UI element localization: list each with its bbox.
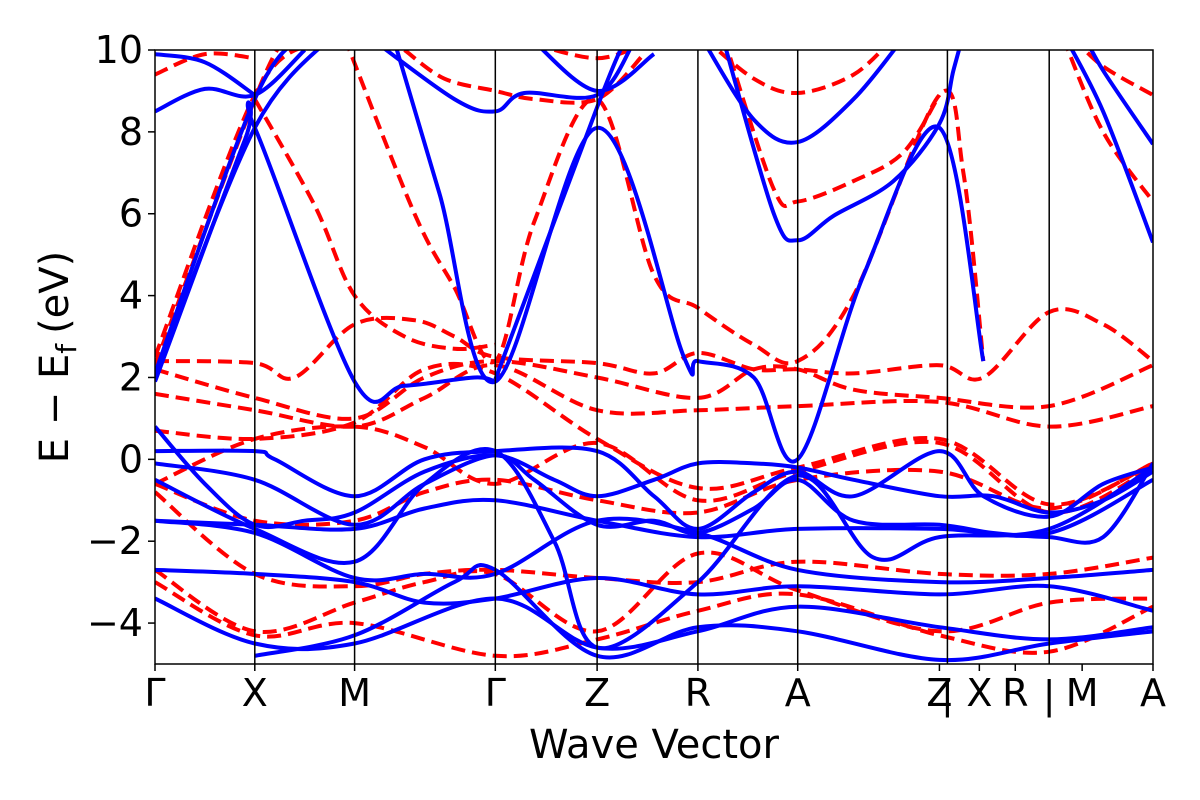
dashed-band-8 (725, 50, 942, 208)
dashed-band-3 (253, 98, 496, 352)
solid-band-20 (254, 563, 1153, 663)
dashed-band-10 (1065, 50, 1153, 203)
dashed-band-5 (403, 50, 646, 105)
kpoint-label: A (1140, 671, 1166, 715)
kpoint-label: Γ (485, 671, 506, 715)
y-axis-label-unit: (eV) (32, 251, 78, 334)
y-axis-label-subscript: f (50, 343, 83, 354)
solid-band-2 (155, 100, 496, 404)
dashed-band-13 (155, 363, 1153, 429)
kpoint-label: X (242, 671, 268, 715)
y-axis-label: E − Ef (eV) (32, 251, 83, 464)
kpoint-label: R (1002, 671, 1028, 715)
y-tick-label: 8 (119, 110, 143, 154)
solid-band-17 (155, 516, 1153, 585)
plot-frame (154, 49, 1154, 665)
x-axis-label: Wave Vector (529, 722, 780, 768)
y-tick-label: 2 (119, 355, 143, 399)
y-tick-label: 0 (119, 437, 143, 481)
solid-band-7 (493, 50, 623, 381)
dashed-band-9 (1082, 50, 1153, 97)
kpath-break-label: | (941, 673, 954, 718)
dashed-band-11 (155, 307, 1153, 382)
dashed-band-4 (347, 50, 986, 366)
dashed-band-19 (155, 424, 1153, 515)
kpoint-label: Z (584, 671, 610, 715)
dashed-band-1 (155, 50, 301, 358)
y-tick-label: 10 (95, 28, 143, 72)
solid-band-4 (155, 52, 256, 97)
kpoint-label: X (966, 671, 992, 715)
y-tick-label: 6 (119, 192, 143, 236)
y-axis-ticks: −4 −2 0 2 4 6 8 10 (87, 28, 155, 645)
dashed-band-17 (155, 550, 1153, 635)
kpoint-label: A (785, 671, 811, 715)
kpoint-label: Z (926, 671, 952, 715)
dashed-band-12 (155, 359, 1153, 421)
solid-band-18 (155, 567, 1153, 613)
kpoint-label: Γ (144, 671, 165, 715)
solid-band-11 (1089, 50, 1153, 146)
kpoint-vertical-lines (254, 50, 1050, 664)
dashed-band-2 (155, 51, 256, 77)
y-tick-label: −4 (87, 601, 143, 645)
solid-band-14 (155, 425, 1153, 530)
solid-band-16 (155, 478, 1153, 540)
kpoint-label: R (685, 671, 711, 715)
y-tick-label: −2 (87, 519, 143, 563)
solid-band-6 (394, 50, 986, 464)
solid-band-19 (155, 596, 1153, 652)
y-axis-label-main: E − E (32, 354, 78, 464)
solid-band-10 (724, 50, 961, 243)
solid-band-12 (1069, 50, 1153, 244)
solid-band-1 (155, 50, 289, 375)
dashed-band-14 (155, 361, 1153, 507)
x-axis-ticks: Γ X M Γ Z R A Z X R M A| | (144, 664, 1166, 718)
bands-layer (155, 50, 1153, 663)
solid-band-3 (155, 50, 307, 114)
solid-band-13 (155, 445, 1153, 531)
kpath-break-label: | (1043, 673, 1056, 718)
y-tick-label: 4 (119, 274, 143, 318)
dashed-band-15 (155, 461, 1153, 527)
kpoint-label: M (1066, 671, 1099, 715)
kpoint-label: M (338, 671, 371, 715)
